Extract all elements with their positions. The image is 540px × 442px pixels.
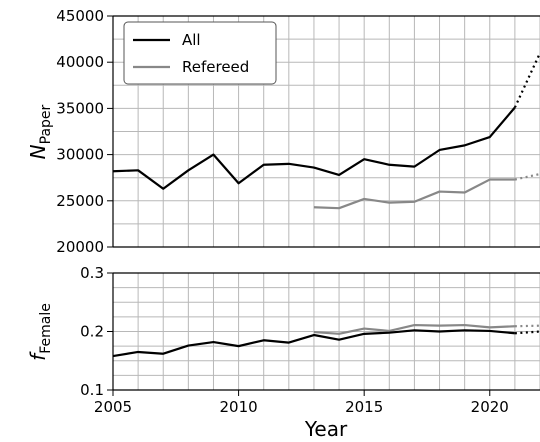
series-line-refereed-paper — [313, 178, 515, 210]
y-tick-label: 30000 — [56, 146, 104, 164]
series-projection-all-paper — [513, 52, 540, 108]
y-tick-label: 25000 — [56, 192, 104, 210]
legend-label-all: All — [182, 31, 201, 49]
x-tick-label: 2015 — [345, 398, 383, 416]
y-tick-label: 0.3 — [80, 264, 104, 282]
series-projection-refereed-paper — [514, 172, 540, 181]
y-tick-label: 0.1 — [80, 381, 104, 399]
y-axis-label-female: fFemale — [26, 303, 54, 361]
legend: All Refereed — [123, 21, 277, 85]
series-projection-all-female — [514, 330, 540, 335]
legend-box — [123, 21, 277, 85]
x-tick-label: 2020 — [471, 398, 509, 416]
series-line-all-paper — [112, 106, 516, 190]
series-line-all-female — [112, 329, 515, 358]
y-tick-label: 45000 — [56, 7, 104, 25]
x-axis-label: Year — [304, 417, 348, 441]
y-axis-label-paper: NPaper — [26, 104, 54, 159]
y-tick-label: 20000 — [56, 238, 104, 256]
series-line-refereed-female — [313, 323, 515, 335]
female-fraction-panel: 0.1 0.2 0.3 2005 2010 2015 2020 — [80, 264, 540, 416]
y-tick-label: 40000 — [56, 53, 104, 71]
legend-label-refereed: Refereed — [182, 58, 249, 76]
x-tick-label: 2005 — [94, 398, 132, 416]
x-tick-label: 2010 — [219, 398, 257, 416]
y-tick-label: 35000 — [56, 99, 104, 117]
series-projection-refereed-female — [514, 324, 540, 328]
y-tick-label: 0.2 — [80, 323, 104, 341]
